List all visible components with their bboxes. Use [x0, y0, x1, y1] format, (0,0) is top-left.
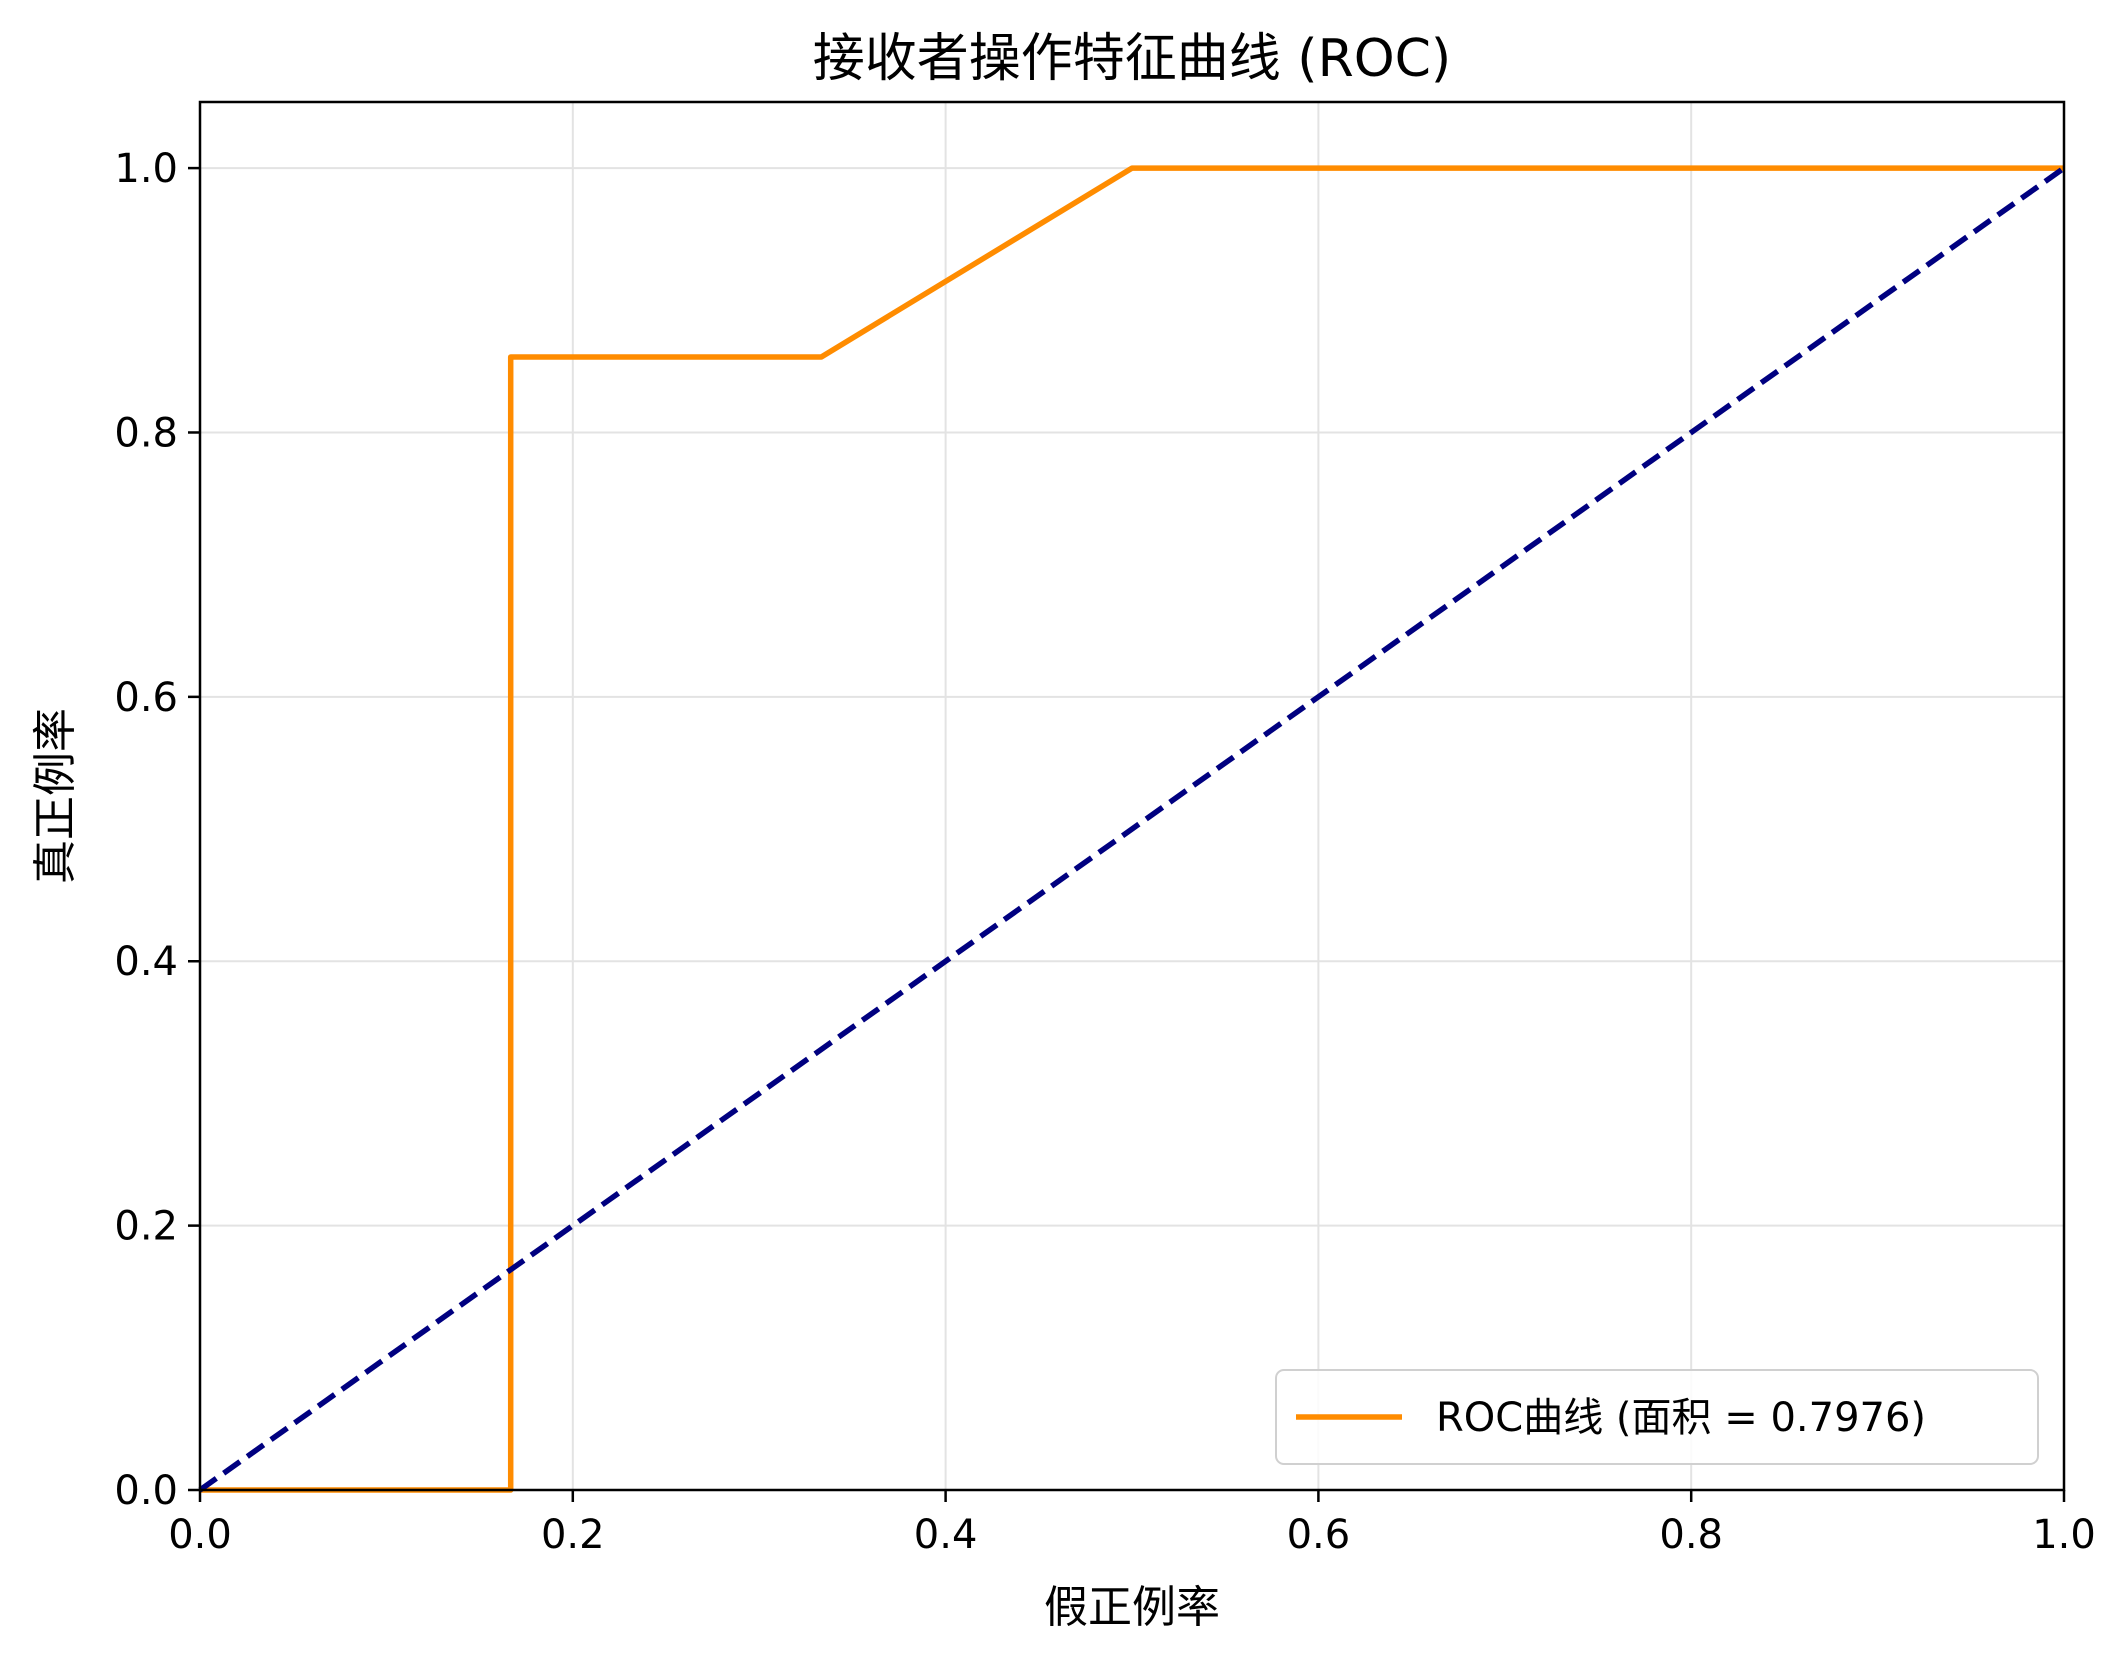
- y-tick-label-0: 0.0: [114, 1468, 178, 1514]
- y-axis-title: 真正例率: [30, 708, 81, 884]
- y-tick-label-4: 0.8: [114, 410, 178, 456]
- chart-title: 接收者操作特征曲线 (ROC): [813, 29, 1451, 89]
- y-tick-label-1: 0.2: [114, 1204, 178, 1250]
- y-tick-label-2: 0.4: [114, 939, 178, 985]
- ticks: 0.0 0.2 0.4 0.6 0.8 1.0 0.0 0.2 0.4 0.6 0.8 1.0: [114, 146, 2095, 1558]
- y-tick-label-3: 0.6: [114, 675, 178, 721]
- x-tick-label-1: 0.2: [541, 1512, 605, 1558]
- x-tick-label-0: 0.0: [168, 1512, 232, 1558]
- x-tick-label-4: 0.8: [1659, 1512, 1723, 1558]
- legend-label-0: ROC曲线 (面积 = 0.7976): [1436, 1395, 1926, 1441]
- x-tick-label-3: 0.6: [1287, 1512, 1351, 1558]
- plot-frame: [198, 100, 2066, 1492]
- x-axis-title: 假正例率: [1044, 1582, 1220, 1633]
- y-tick-label-5: 1.0: [114, 146, 178, 192]
- x-tick-label-2: 0.4: [914, 1512, 978, 1558]
- chance-diagonal-line: [198, 165, 2066, 1493]
- legend: ROC曲线 (面积 = 0.7976): [1275, 1369, 2039, 1465]
- x-tick-label-5: 1.0: [2032, 1512, 2096, 1558]
- legend-box: [1275, 1369, 2039, 1465]
